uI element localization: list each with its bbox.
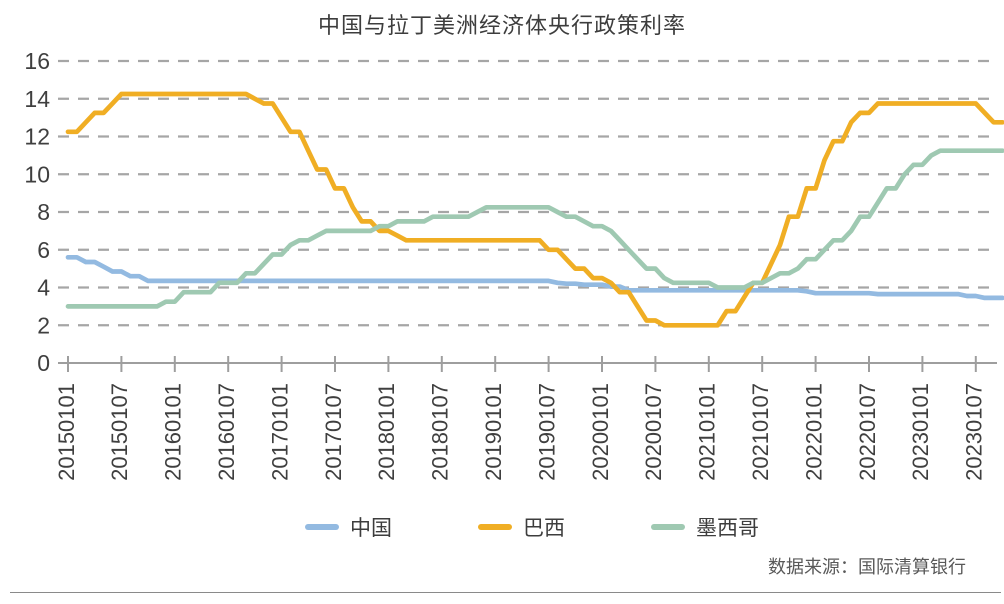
y-tick-label: 2 — [37, 312, 50, 338]
y-tick-label: 14 — [24, 86, 50, 112]
legend-item-mexico: 墨西哥 — [651, 512, 759, 542]
y-tick-label: 12 — [24, 124, 50, 150]
x-tick-label: 20210101 — [695, 383, 720, 481]
source-note: 数据来源：国际清算银行 — [768, 557, 966, 577]
x-tick-label: 20170107 — [321, 383, 346, 481]
y-tick-label: 4 — [37, 275, 50, 301]
brazil-line-swatch — [478, 524, 512, 530]
chart-title: 中国与拉丁美洲经济体央行政策利率 — [317, 13, 686, 38]
series-line-mexico — [65, 148, 1004, 309]
y-tick-label: 6 — [37, 237, 50, 263]
x-tick-label: 20180101 — [374, 383, 399, 481]
china-line-swatch — [305, 524, 339, 530]
legend-item-brazil: 巴西 — [478, 512, 565, 542]
x-tick-label: 20170101 — [267, 383, 292, 481]
x-tick-label: 20200107 — [641, 383, 666, 481]
mexico-line-swatch — [651, 524, 685, 530]
x-tick-label: 20220107 — [855, 383, 880, 481]
legend-label-brazil: 巴西 — [523, 517, 565, 540]
x-tick-label: 20160101 — [161, 383, 186, 481]
y-tick-label: 16 — [24, 48, 50, 74]
x-tick-label: 20150101 — [54, 383, 79, 481]
x-tick-label: 20180107 — [428, 383, 453, 481]
x-tick-label: 20190107 — [534, 383, 559, 481]
y-tick-label: 0 — [37, 350, 50, 376]
x-tick-label: 20220101 — [801, 383, 826, 481]
x-tick-label: 20200101 — [588, 383, 613, 481]
series-line-brazil — [65, 91, 1004, 328]
legend-label-mexico: 墨西哥 — [696, 517, 759, 540]
x-tick-label: 20230101 — [908, 383, 933, 481]
bottom-divider — [10, 592, 1001, 593]
x-tick-label: 20230107 — [962, 383, 987, 481]
x-tick-label: 20150107 — [107, 383, 132, 481]
legend-label-china: 中国 — [350, 517, 392, 540]
x-tick-label: 20160107 — [214, 383, 239, 481]
legend: 中国 巴西 墨西哥 — [30, 512, 1004, 542]
y-tick-label: 8 — [37, 199, 50, 225]
x-tick-label: 20210107 — [748, 383, 773, 481]
x-tick-label: 20190101 — [481, 383, 506, 481]
y-tick-label: 10 — [24, 161, 50, 187]
legend-item-china: 中国 — [305, 512, 392, 542]
